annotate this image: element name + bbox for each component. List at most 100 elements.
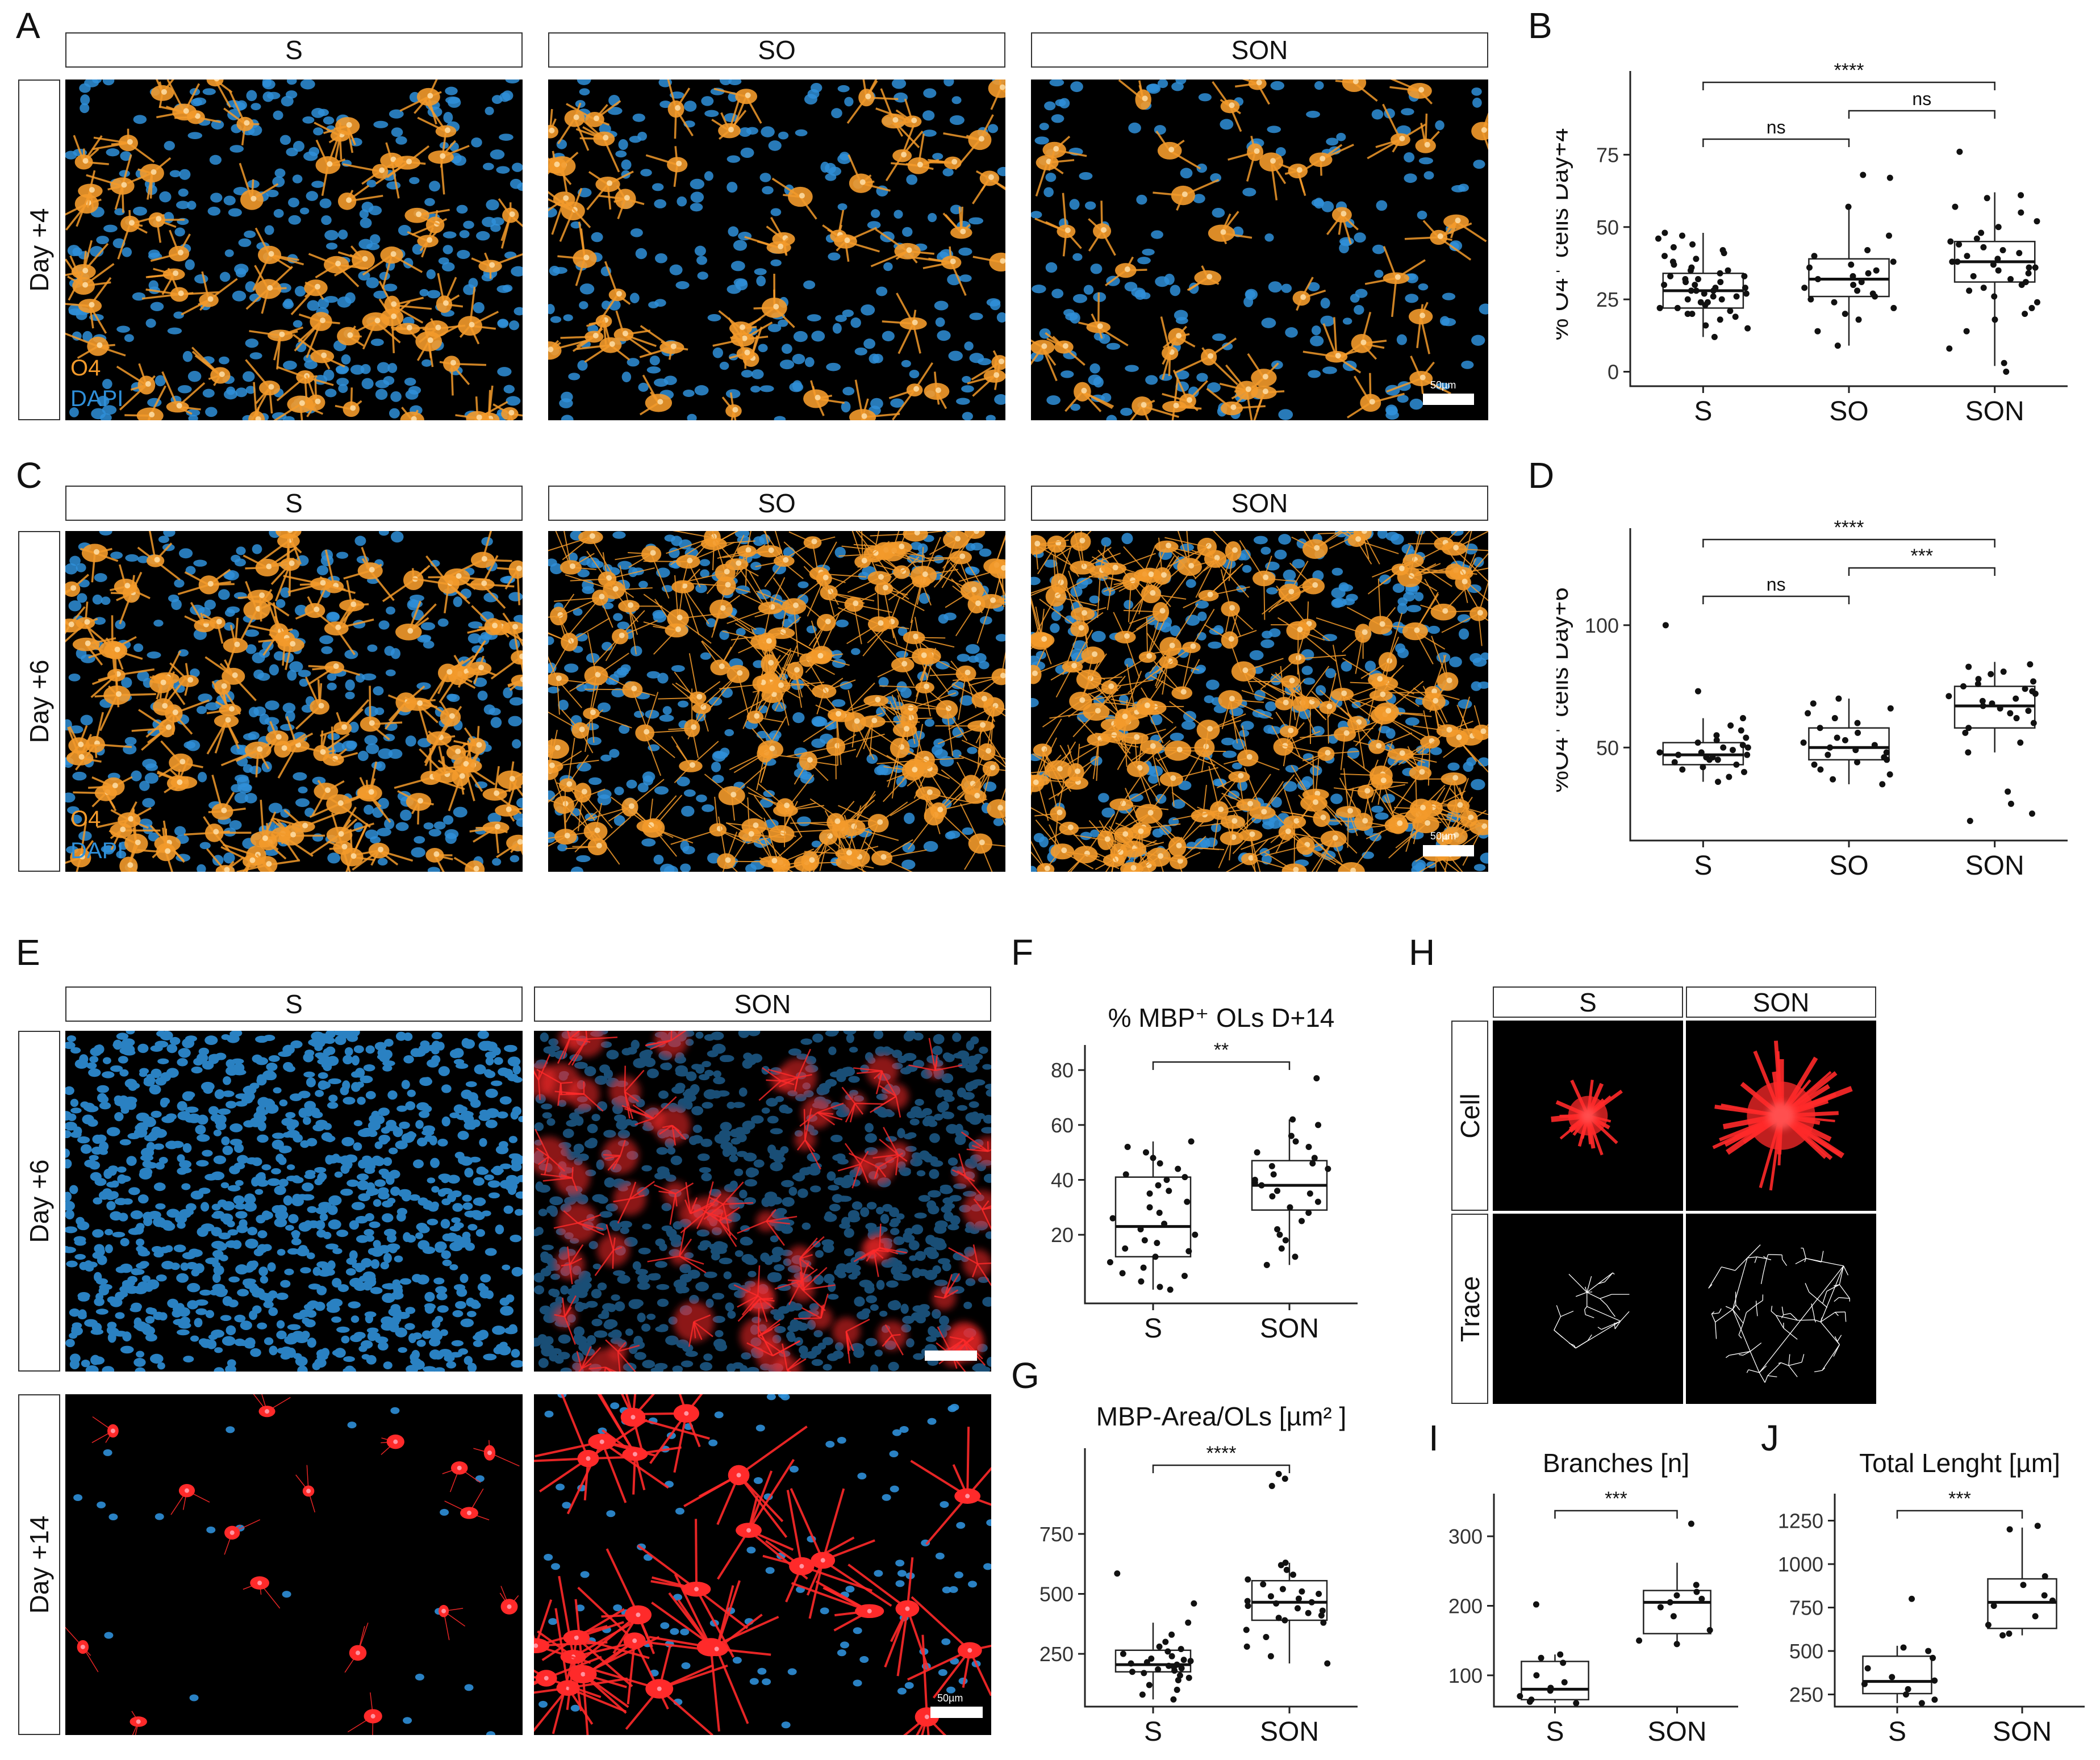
chart-j-ytick-label-1: 500 xyxy=(1789,1640,1823,1663)
chart-b-point-2-34 xyxy=(1952,203,1959,210)
chart-f-point-0-28 xyxy=(1142,1149,1149,1156)
chart-g-point-0-11 xyxy=(1178,1665,1185,1671)
chart-g-point-0-26 xyxy=(1168,1631,1175,1638)
panel-c-row-label: Day +6 xyxy=(18,531,60,872)
chart-g-ytick-label-2: 750 xyxy=(1039,1523,1074,1546)
chart-b-point-0-37 xyxy=(1669,258,1676,265)
chart-g-ytick-label-1: 500 xyxy=(1039,1583,1074,1606)
chart-b-xlabel-1: SO xyxy=(1829,396,1868,427)
chart-f: 20 40 60 80 S SON % MBP⁺ OLs D+14 ** xyxy=(1051,1003,1358,1344)
chart-j-point-1-4 xyxy=(1990,1603,1997,1609)
chart-g-signif-0: **** xyxy=(1206,1443,1237,1464)
chart-d-point-0-0 xyxy=(1715,779,1722,785)
chart-g-point-0-3 xyxy=(1146,1682,1153,1688)
panel-letter-a: A xyxy=(16,5,40,46)
channel-label-dapi-a: DAPI xyxy=(70,386,124,411)
chart-b-point-0-32 xyxy=(1717,270,1723,277)
chart-d-point-2-5 xyxy=(2017,739,2024,746)
chart-f-ytick-label-3: 80 xyxy=(1051,1059,1074,1082)
chart-d-point-0-16 xyxy=(1720,744,1727,751)
chart-g-point-1-27 xyxy=(1268,1482,1275,1489)
chart-f-point-0-10 xyxy=(1154,1240,1160,1247)
chart-i-point-1-9 xyxy=(1693,1582,1700,1588)
chart-b-point-0-43 xyxy=(1689,241,1696,248)
chart-d-point-2-20 xyxy=(2022,685,2028,692)
chart-b-point-0-2 xyxy=(1702,322,1709,329)
chart-i-point-0-7 xyxy=(1533,1672,1540,1679)
micrograph-c-so xyxy=(548,531,1005,872)
chart-b-point-2-0 xyxy=(2003,369,2010,375)
chart-d-point-2-13 xyxy=(1980,703,1986,709)
chart-d-point-1-16 xyxy=(1855,729,1861,736)
chart-f-signif-0: ** xyxy=(1214,1039,1229,1061)
chart-j-point-0-8 xyxy=(1930,1654,1936,1661)
chart-g-point-1-26 xyxy=(1282,1560,1289,1566)
chart-b-point-0-1 xyxy=(1744,325,1751,332)
chart-j-box-0 xyxy=(1862,1645,1932,1703)
chart-g-point-1-8 xyxy=(1318,1612,1325,1619)
chart-d-point-0-13 xyxy=(1656,749,1663,756)
chart-d-ylabel: %O4⁺ cells Day+6 xyxy=(1556,587,1573,793)
chart-b-point-0-29 xyxy=(1695,275,1702,282)
chart-b-point-1-19 xyxy=(1890,258,1897,265)
panel-c-header-son: SON xyxy=(1031,486,1488,521)
scale-bar-label-e: 50µm xyxy=(937,1692,963,1704)
trace-image-son xyxy=(1686,1214,1876,1404)
panel-h-row-label-trace: Trace xyxy=(1451,1214,1488,1404)
micrograph-a-so xyxy=(548,80,1005,420)
chart-f-point-1-8 xyxy=(1287,1204,1293,1211)
chart-b-box-1 xyxy=(1808,204,1890,346)
chart-d-point-0-15 xyxy=(1729,747,1736,754)
chart-b-signif-1: ns xyxy=(1767,117,1786,137)
chart-b-point-0-11 xyxy=(1704,299,1711,306)
chart-f-bracket-0 xyxy=(1152,1061,1291,1070)
panel-letter-h: H xyxy=(1409,932,1435,973)
chart-f-point-0-4 xyxy=(1119,1270,1126,1277)
chart-i-ytick-label-2: 300 xyxy=(1448,1525,1483,1548)
chart-j-point-1-3 xyxy=(2032,1613,2039,1620)
chart-i-axes xyxy=(1493,1494,1738,1708)
chart-f-point-1-11 xyxy=(1306,1190,1313,1197)
chart-g-point-1-18 xyxy=(1316,1591,1322,1598)
scale-bar-label-a: 50µm xyxy=(1430,379,1456,391)
chart-b-point-1-16 xyxy=(1873,267,1880,274)
chart-d-signif-0: **** xyxy=(1834,517,1864,538)
chart-g-point-1-16 xyxy=(1295,1595,1302,1602)
chart-b-point-2-9 xyxy=(1966,287,1973,294)
chart-d-point-2-6 xyxy=(1962,729,1969,736)
chart-d-point-2-24 xyxy=(1975,676,1982,683)
chart-g-point-1-28 xyxy=(1281,1475,1288,1482)
chart-b-point-2-25 xyxy=(1999,247,2006,254)
chart-d-point-0-19 xyxy=(1694,739,1701,746)
chart-f-point-1-7 xyxy=(1305,1210,1312,1216)
chart-j-point-1-6 xyxy=(2041,1592,2048,1599)
chart-g-point-0-14 xyxy=(1174,1661,1180,1668)
chart-i-point-1-1 xyxy=(1636,1637,1643,1644)
chart-g-point-0-29 xyxy=(1114,1570,1121,1577)
chart-b-point-2-17 xyxy=(2026,264,2032,271)
chart-f-point-1-9 xyxy=(1314,1198,1321,1205)
chart-f-point-0-22 xyxy=(1163,1177,1170,1183)
chart-f-box-1 xyxy=(1251,1119,1328,1265)
chart-f-point-0-21 xyxy=(1155,1182,1162,1189)
chart-b-point-0-7 xyxy=(1727,308,1734,315)
chart-b-point-0-17 xyxy=(1701,290,1707,297)
panel-letter-j: J xyxy=(1761,1418,1779,1458)
panel-letter-f: F xyxy=(1011,932,1034,973)
chart-d-point-1-2 xyxy=(1886,771,1893,778)
chart-b-point-0-14 xyxy=(1684,296,1691,303)
chart-f-point-0-9 xyxy=(1122,1245,1129,1252)
chart-g-point-0-27 xyxy=(1185,1619,1192,1626)
chart-f-point-1-10 xyxy=(1269,1193,1276,1199)
chart-g-point-1-12 xyxy=(1245,1603,1251,1609)
chart-b-point-0-3 xyxy=(1717,316,1723,323)
chart-g-point-0-0 xyxy=(1170,1696,1177,1703)
chart-d-xlabel-1: SO xyxy=(1829,851,1868,881)
chart-f-point-1-21 xyxy=(1254,1149,1260,1156)
chart-f-box-0 xyxy=(1114,1141,1192,1290)
chart-b-point-2-8 xyxy=(1991,293,1998,300)
channel-label-o4-c: O4 xyxy=(70,806,101,831)
chart-g-point-1-20 xyxy=(1279,1586,1286,1592)
chart-g-iqr-1 xyxy=(1251,1580,1328,1621)
chart-j: 250 500 750 1000 1250 S SON Total Lenght [µm] **… xyxy=(1778,1448,2085,1747)
